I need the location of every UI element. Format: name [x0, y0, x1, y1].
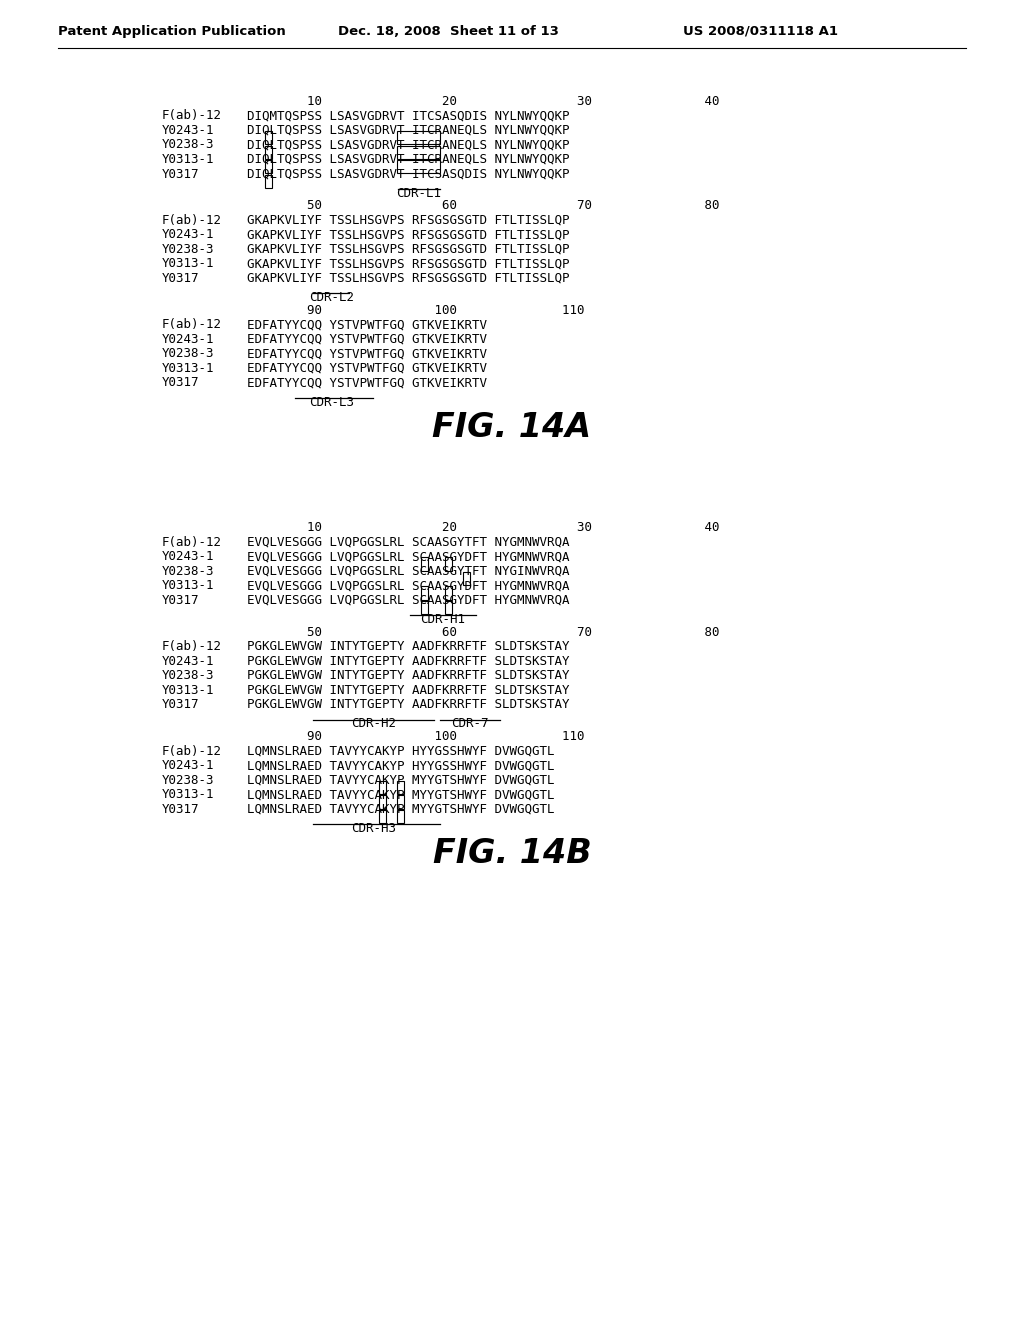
- Text: EVQLVESGGG LVQPGGSLRL SCAASGYDFT HYGMNWVRQA: EVQLVESGGG LVQPGGSLRL SCAASGYDFT HYGMNWV…: [247, 579, 569, 593]
- Bar: [445, 557, 453, 570]
- Bar: [397, 809, 404, 824]
- Text: GKAPKVLIYF TSSLHSGVPS RFSGSGSGTD FTLTISSLQP: GKAPKVLIYF TSSLHSGVPS RFSGSGSGTD FTLTISS…: [247, 257, 569, 271]
- Text: 90               100              110: 90 100 110: [247, 730, 585, 743]
- Text: Y0243-1: Y0243-1: [162, 228, 214, 242]
- Text: 90               100              110: 90 100 110: [247, 304, 585, 317]
- Text: LQMNSLRAED TAVYYCAKYP HYYGSSHWYF DVWGQGTL: LQMNSLRAED TAVYYCAKYP HYYGSSHWYF DVWGQGT…: [247, 759, 555, 772]
- Bar: [397, 780, 404, 795]
- Text: CDR-L1: CDR-L1: [396, 186, 441, 199]
- Text: FIG. 14B: FIG. 14B: [432, 837, 592, 870]
- Bar: [397, 795, 404, 809]
- Bar: [463, 572, 470, 585]
- Text: F(ab)-12: F(ab)-12: [162, 214, 222, 227]
- Text: FIG. 14A: FIG. 14A: [432, 411, 592, 444]
- Text: LQMNSLRAED TAVYYCAKYP MYYGTSHWYF DVWGQGTL: LQMNSLRAED TAVYYCAKYP MYYGTSHWYF DVWGQGT…: [247, 774, 555, 787]
- Text: DIQLTQSPSS LSASVGDRVT ITCRANEQLS NYLNWYQQKP: DIQLTQSPSS LSASVGDRVT ITCRANEQLS NYLNWYQ…: [247, 139, 569, 152]
- Text: DIQLTQSPSS LSASVGDRVT ITCRANEQLS NYLNWYQQKP: DIQLTQSPSS LSASVGDRVT ITCRANEQLS NYLNWYQ…: [247, 124, 569, 137]
- Text: LQMNSLRAED TAVYYCAKYP MYYGTSHWYF DVWGQGTL: LQMNSLRAED TAVYYCAKYP MYYGTSHWYF DVWGQGT…: [247, 788, 555, 801]
- Text: Y0317: Y0317: [162, 168, 200, 181]
- Text: CDR-7: CDR-7: [451, 718, 488, 730]
- Text: 10                20                30               40: 10 20 30 40: [247, 521, 720, 535]
- Text: DIQLTQSPSS LSASVGDRVT ITCRANEQLS NYLNWYQQKP: DIQLTQSPSS LSASVGDRVT ITCRANEQLS NYLNWYQ…: [247, 153, 569, 166]
- Text: Y0313-1: Y0313-1: [162, 788, 214, 801]
- Bar: [397, 131, 440, 144]
- Bar: [264, 131, 271, 144]
- Text: Y0243-1: Y0243-1: [162, 655, 214, 668]
- Bar: [397, 160, 440, 173]
- Text: EVQLVESGGG LVQPGGSLRL SCAASGYDFT HYGMNWVRQA: EVQLVESGGG LVQPGGSLRL SCAASGYDFT HYGMNWV…: [247, 594, 569, 607]
- Text: F(ab)-12: F(ab)-12: [162, 744, 222, 758]
- Text: GKAPKVLIYF TSSLHSGVPS RFSGSGSGTD FTLTISSLQP: GKAPKVLIYF TSSLHSGVPS RFSGSGSGTD FTLTISS…: [247, 214, 569, 227]
- Text: EDFATYYCQQ YSTVPWTFGQ GTKVEIKRTV: EDFATYYCQQ YSTVPWTFGQ GTKVEIKRTV: [247, 362, 487, 375]
- Bar: [421, 601, 428, 614]
- Text: GKAPKVLIYF TSSLHSGVPS RFSGSGSGTD FTLTISSLQP: GKAPKVLIYF TSSLHSGVPS RFSGSGSGTD FTLTISS…: [247, 228, 569, 242]
- Bar: [264, 160, 271, 173]
- Text: 50                60                70               80: 50 60 70 80: [247, 199, 720, 213]
- Bar: [421, 586, 428, 599]
- Text: EVQLVESGGG LVQPGGSLRL SCAASGYTFT NYGINWVRQA: EVQLVESGGG LVQPGGSLRL SCAASGYTFT NYGINWV…: [247, 565, 569, 578]
- Text: F(ab)-12: F(ab)-12: [162, 640, 222, 653]
- Text: DIQMTQSPSS LSASVGDRVT ITCSASQDIS NYLNWYQQKP: DIQMTQSPSS LSASVGDRVT ITCSASQDIS NYLNWYQ…: [247, 110, 569, 123]
- Text: 10                20                30               40: 10 20 30 40: [247, 95, 720, 108]
- Text: GKAPKVLIYF TSSLHSGVPS RFSGSGSGTD FTLTISSLQP: GKAPKVLIYF TSSLHSGVPS RFSGSGSGTD FTLTISS…: [247, 243, 569, 256]
- Text: CDR-H3: CDR-H3: [351, 822, 396, 834]
- Bar: [421, 557, 428, 570]
- Text: Y0317: Y0317: [162, 376, 200, 389]
- Text: Dec. 18, 2008  Sheet 11 of 13: Dec. 18, 2008 Sheet 11 of 13: [338, 25, 559, 38]
- Text: Y0313-1: Y0313-1: [162, 684, 214, 697]
- Text: Y0238-3: Y0238-3: [162, 243, 214, 256]
- Text: DIQLTQSPSS LSASVGDRVT ITCSASQDIS NYLNWYQQKP: DIQLTQSPSS LSASVGDRVT ITCSASQDIS NYLNWYQ…: [247, 168, 569, 181]
- Text: Y0238-3: Y0238-3: [162, 669, 214, 682]
- Bar: [445, 601, 453, 614]
- Text: Y0243-1: Y0243-1: [162, 550, 214, 564]
- Text: CDR-L3: CDR-L3: [309, 396, 353, 409]
- Text: F(ab)-12: F(ab)-12: [162, 318, 222, 331]
- Text: EVQLVESGGG LVQPGGSLRL SCAASGYTFT NYGMNWVRQA: EVQLVESGGG LVQPGGSLRL SCAASGYTFT NYGMNWV…: [247, 536, 569, 549]
- Text: PGKGLEWVGW INTYTGEPTY AADFKRRFTF SLDTSKSTAY: PGKGLEWVGW INTYTGEPTY AADFKRRFTF SLDTSKS…: [247, 698, 569, 711]
- Text: Y0313-1: Y0313-1: [162, 579, 214, 593]
- Bar: [445, 586, 453, 599]
- Text: Y0243-1: Y0243-1: [162, 759, 214, 772]
- Bar: [379, 795, 386, 809]
- Text: Y0317: Y0317: [162, 698, 200, 711]
- Text: Y0238-3: Y0238-3: [162, 139, 214, 152]
- Text: PGKGLEWVGW INTYTGEPTY AADFKRRFTF SLDTSKSTAY: PGKGLEWVGW INTYTGEPTY AADFKRRFTF SLDTSKS…: [247, 640, 569, 653]
- Bar: [264, 174, 271, 187]
- Bar: [379, 780, 386, 795]
- Text: EVQLVESGGG LVQPGGSLRL SCAASGYDFT HYGMNWVRQA: EVQLVESGGG LVQPGGSLRL SCAASGYDFT HYGMNWV…: [247, 550, 569, 564]
- Text: PGKGLEWVGW INTYTGEPTY AADFKRRFTF SLDTSKSTAY: PGKGLEWVGW INTYTGEPTY AADFKRRFTF SLDTSKS…: [247, 669, 569, 682]
- Bar: [379, 809, 386, 824]
- Text: GKAPKVLIYF TSSLHSGVPS RFSGSGSGTD FTLTISSLQP: GKAPKVLIYF TSSLHSGVPS RFSGSGSGTD FTLTISS…: [247, 272, 569, 285]
- Text: Y0313-1: Y0313-1: [162, 362, 214, 375]
- Text: CDR-H1: CDR-H1: [420, 612, 465, 626]
- Text: EDFATYYCQQ YSTVPWTFGQ GTKVEIKRTV: EDFATYYCQQ YSTVPWTFGQ GTKVEIKRTV: [247, 376, 487, 389]
- Bar: [397, 145, 440, 158]
- Text: Y0317: Y0317: [162, 594, 200, 607]
- Text: Y0317: Y0317: [162, 803, 200, 816]
- Text: PGKGLEWVGW INTYTGEPTY AADFKRRFTF SLDTSKSTAY: PGKGLEWVGW INTYTGEPTY AADFKRRFTF SLDTSKS…: [247, 684, 569, 697]
- Text: CDR-L2: CDR-L2: [309, 292, 353, 304]
- Text: EDFATYYCQQ YSTVPWTFGQ GTKVEIKRTV: EDFATYYCQQ YSTVPWTFGQ GTKVEIKRTV: [247, 318, 487, 331]
- Text: Patent Application Publication: Patent Application Publication: [58, 25, 286, 38]
- Text: EDFATYYCQQ YSTVPWTFGQ GTKVEIKRTV: EDFATYYCQQ YSTVPWTFGQ GTKVEIKRTV: [247, 347, 487, 360]
- Text: LQMNSLRAED TAVYYCAKYP HYYGSSHWYF DVWGQGTL: LQMNSLRAED TAVYYCAKYP HYYGSSHWYF DVWGQGT…: [247, 744, 555, 758]
- Text: Y0313-1: Y0313-1: [162, 257, 214, 271]
- Bar: [264, 145, 271, 158]
- Text: US 2008/0311118 A1: US 2008/0311118 A1: [683, 25, 838, 38]
- Text: LQMNSLRAED TAVYYCAKYP MYYGTSHWYF DVWGQGTL: LQMNSLRAED TAVYYCAKYP MYYGTSHWYF DVWGQGT…: [247, 803, 555, 816]
- Text: F(ab)-12: F(ab)-12: [162, 536, 222, 549]
- Text: Y0238-3: Y0238-3: [162, 774, 214, 787]
- Text: Y0243-1: Y0243-1: [162, 333, 214, 346]
- Text: 50                60                70               80: 50 60 70 80: [247, 626, 720, 639]
- Text: Y0313-1: Y0313-1: [162, 153, 214, 166]
- Text: F(ab)-12: F(ab)-12: [162, 110, 222, 123]
- Text: EDFATYYCQQ YSTVPWTFGQ GTKVEIKRTV: EDFATYYCQQ YSTVPWTFGQ GTKVEIKRTV: [247, 333, 487, 346]
- Text: Y0243-1: Y0243-1: [162, 124, 214, 137]
- Text: Y0238-3: Y0238-3: [162, 565, 214, 578]
- Text: Y0317: Y0317: [162, 272, 200, 285]
- Text: PGKGLEWVGW INTYTGEPTY AADFKRRFTF SLDTSKSTAY: PGKGLEWVGW INTYTGEPTY AADFKRRFTF SLDTSKS…: [247, 655, 569, 668]
- Text: Y0238-3: Y0238-3: [162, 347, 214, 360]
- Text: CDR-H2: CDR-H2: [351, 718, 396, 730]
